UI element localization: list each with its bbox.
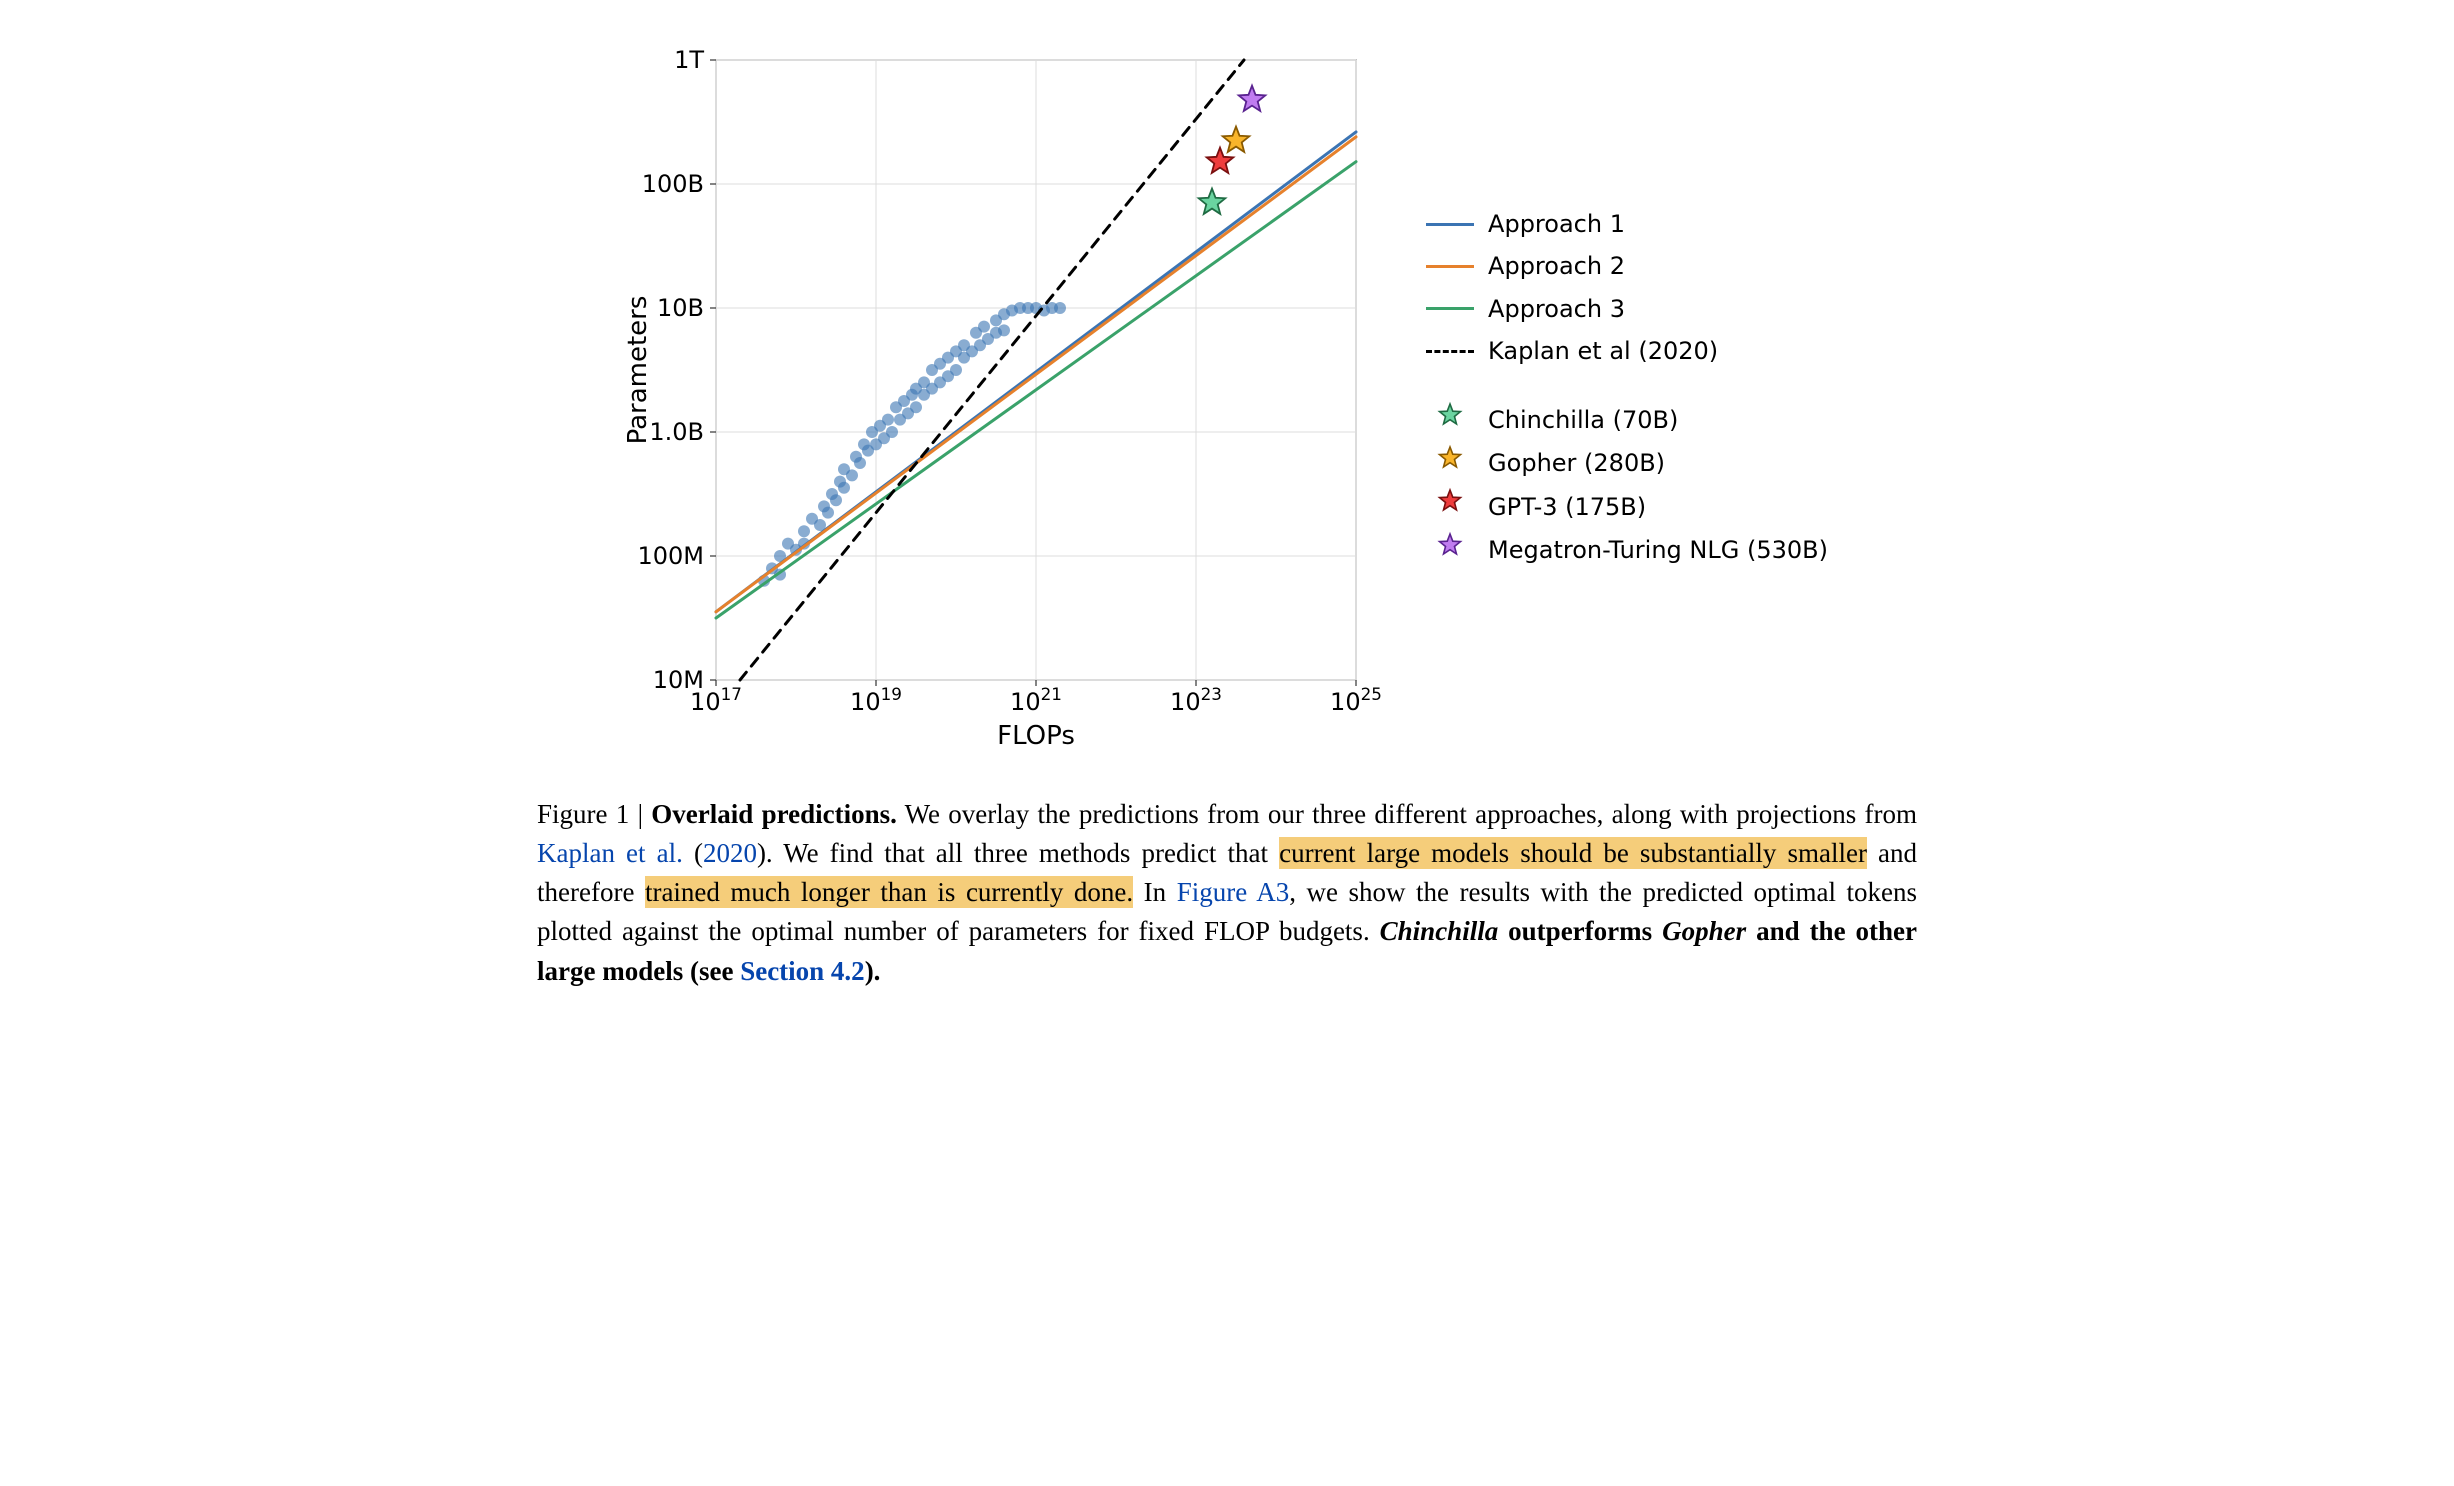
legend-stars-group: Chinchilla (70B) Gopher (280B) GPT-3 (175B… <box>1426 401 1828 571</box>
legend-line-swatch <box>1426 265 1474 268</box>
legend-label: Kaplan et al (2020) <box>1488 332 1718 370</box>
legend: Approach 1 Approach 2 Approach 3 Kaplan et … <box>1426 205 1828 600</box>
svg-text:1025: 1025 <box>1330 684 1382 716</box>
svg-text:10B: 10B <box>657 294 704 322</box>
kaplan-citation-link[interactable]: Kaplan et al. <box>537 838 683 868</box>
star-icon <box>1426 531 1474 570</box>
section-link[interactable]: Section 4.2 <box>740 956 865 986</box>
legend-item: Approach 3 <box>1426 290 1828 328</box>
caption-text: outperforms <box>1498 916 1662 946</box>
svg-text:1019: 1019 <box>850 684 902 716</box>
kaplan-year-link[interactable]: 2020 <box>703 838 757 868</box>
legend-label: Approach 2 <box>1488 247 1625 285</box>
star-icon <box>1426 487 1474 526</box>
highlight-smaller: current large models should be substanti… <box>1279 837 1867 869</box>
legend-label: Chinchilla (70B) <box>1488 401 1678 439</box>
caption-text: ). <box>757 838 783 868</box>
caption-title: Overlaid predictions. <box>651 799 897 829</box>
legend-label: Megatron-Turing NLG (530B) <box>1488 531 1828 569</box>
chinchilla-name: Chinchilla <box>1380 916 1499 946</box>
legend-dash-swatch <box>1426 350 1474 353</box>
legend-item: Chinchilla (70B) <box>1426 401 1828 440</box>
svg-text:1023: 1023 <box>1170 684 1222 716</box>
figure-a3-link[interactable]: Figure A3 <box>1177 877 1290 907</box>
legend-label: Gopher (280B) <box>1488 444 1665 482</box>
svg-text:100M: 100M <box>638 542 705 570</box>
caption-text: ( <box>683 838 703 868</box>
legend-item: Approach 1 <box>1426 205 1828 243</box>
caption-text: We overlay the predictions from our thre… <box>897 799 1917 829</box>
svg-text:10M: 10M <box>653 666 704 694</box>
scaling-chart: 1017101910211023102510M100M1.0B10B100B1T… <box>626 40 1386 760</box>
figure-container: 1017101910211023102510M100M1.0B10B100B1T… <box>60 40 2394 765</box>
svg-text:100B: 100B <box>642 170 704 198</box>
caption-text: We find that all three methods predict t… <box>783 838 1279 868</box>
figure-caption: Figure 1 | Overlaid predictions. We over… <box>537 795 1917 991</box>
svg-text:1T: 1T <box>674 46 704 74</box>
legend-label: Approach 3 <box>1488 290 1625 328</box>
gopher-name: Gopher <box>1662 916 1746 946</box>
legend-item: Megatron-Turing NLG (530B) <box>1426 531 1828 570</box>
legend-line-swatch <box>1426 307 1474 310</box>
legend-lines-group: Approach 1 Approach 2 Approach 3 Kaplan et … <box>1426 205 1828 371</box>
chart-box: 1017101910211023102510M100M1.0B10B100B1T… <box>626 40 1386 765</box>
star-icon <box>1426 444 1474 483</box>
legend-item: Gopher (280B) <box>1426 444 1828 483</box>
legend-item: Approach 2 <box>1426 247 1828 285</box>
svg-text:Parameters: Parameters <box>626 296 653 445</box>
star-icon <box>1426 401 1474 440</box>
svg-text:1.0B: 1.0B <box>649 418 704 446</box>
legend-label: Approach 1 <box>1488 205 1625 243</box>
caption-text: In <box>1133 877 1177 907</box>
legend-item: GPT-3 (175B) <box>1426 487 1828 526</box>
svg-text:FLOPs: FLOPs <box>997 721 1075 751</box>
legend-label: GPT-3 (175B) <box>1488 488 1646 526</box>
caption-text: ). <box>865 956 881 986</box>
svg-text:1021: 1021 <box>1010 684 1062 716</box>
figure-label: Figure 1 | <box>537 799 651 829</box>
highlight-longer: trained much longer than is currently do… <box>645 876 1133 908</box>
legend-line-swatch <box>1426 223 1474 226</box>
legend-item: Kaplan et al (2020) <box>1426 332 1828 370</box>
